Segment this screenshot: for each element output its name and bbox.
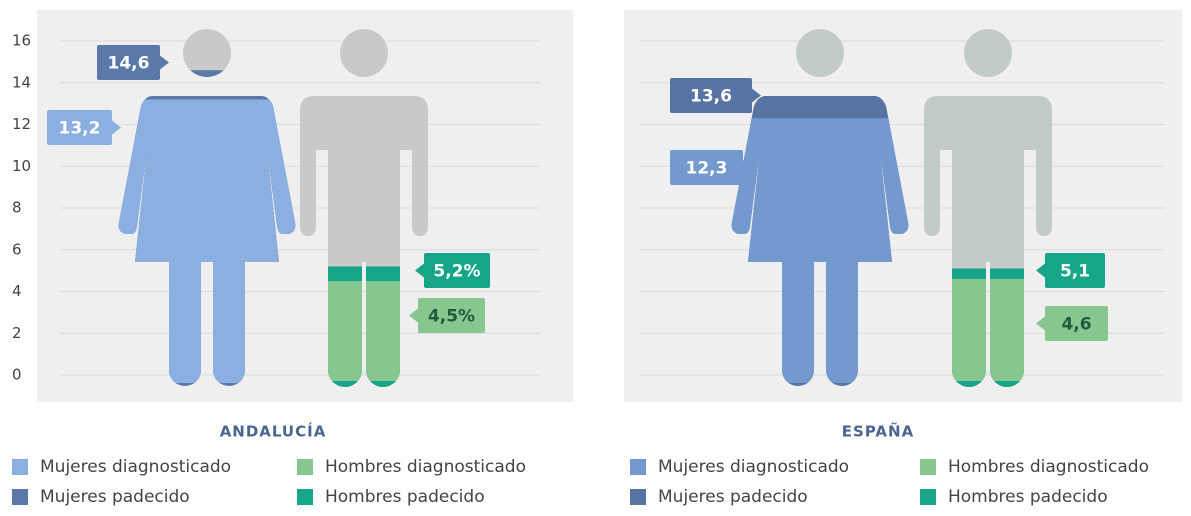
y-tick-label: 8 (12, 199, 22, 217)
value-label: 5,2% (433, 262, 480, 282)
y-tick-label: 6 (12, 240, 22, 258)
legend-label: Mujeres diagnosticado (40, 457, 231, 477)
legend-label: Hombres diagnosticado (948, 457, 1149, 477)
y-tick-label: 0 (12, 366, 22, 384)
legend-label: Mujeres padecido (658, 487, 808, 507)
callout-box (1045, 306, 1108, 341)
callout-box (424, 253, 490, 288)
y-tick-label: 2 (12, 324, 22, 342)
callout-pointer (160, 55, 169, 70)
legend-swatch (297, 459, 313, 475)
callout-pointer (1036, 316, 1045, 331)
legend-swatch (297, 489, 313, 505)
chart-title: ANDALUCÍA (220, 422, 327, 441)
legend-swatch (12, 459, 28, 475)
legend-swatch (12, 489, 28, 505)
callout-box (97, 45, 160, 80)
legend-label: Hombres padecido (325, 487, 485, 507)
legend-label: Mujeres diagnosticado (658, 457, 849, 477)
chart-title: ESPAÑA (842, 422, 914, 441)
callout-pointer (1036, 263, 1045, 278)
value-label: 13,6 (690, 87, 732, 107)
value-label: 4,5% (428, 307, 475, 327)
legend-label: Hombres diagnosticado (325, 457, 526, 477)
y-tick-label: 4 (12, 282, 22, 300)
callout-box (670, 78, 752, 113)
callout-pointer (752, 88, 761, 103)
legend-swatch (920, 489, 936, 505)
value-label: 4,6 (1061, 315, 1091, 335)
y-tick-label: 12 (12, 115, 31, 133)
legend-label: Hombres padecido (948, 487, 1108, 507)
y-tick-label: 14 (12, 73, 31, 91)
callout-pointer (112, 120, 121, 135)
callout-box (1045, 253, 1105, 288)
value-label: 12,3 (686, 159, 728, 179)
callout-pointer (415, 263, 424, 278)
value-label: 14,6 (108, 54, 150, 74)
callout-pointer (409, 308, 418, 323)
y-tick-label: 10 (12, 157, 31, 175)
callout-box (47, 110, 112, 145)
callout-box (670, 150, 743, 185)
callout-pointer (743, 160, 752, 175)
y-tick-label: 16 (12, 32, 31, 50)
legend-swatch (630, 459, 646, 475)
legend-swatch (630, 489, 646, 505)
legend-swatch (920, 459, 936, 475)
value-label: 5,1 (1060, 262, 1090, 282)
legend-label: Mujeres padecido (40, 487, 190, 507)
callout-box (418, 298, 485, 333)
value-label: 13,2 (59, 119, 101, 139)
